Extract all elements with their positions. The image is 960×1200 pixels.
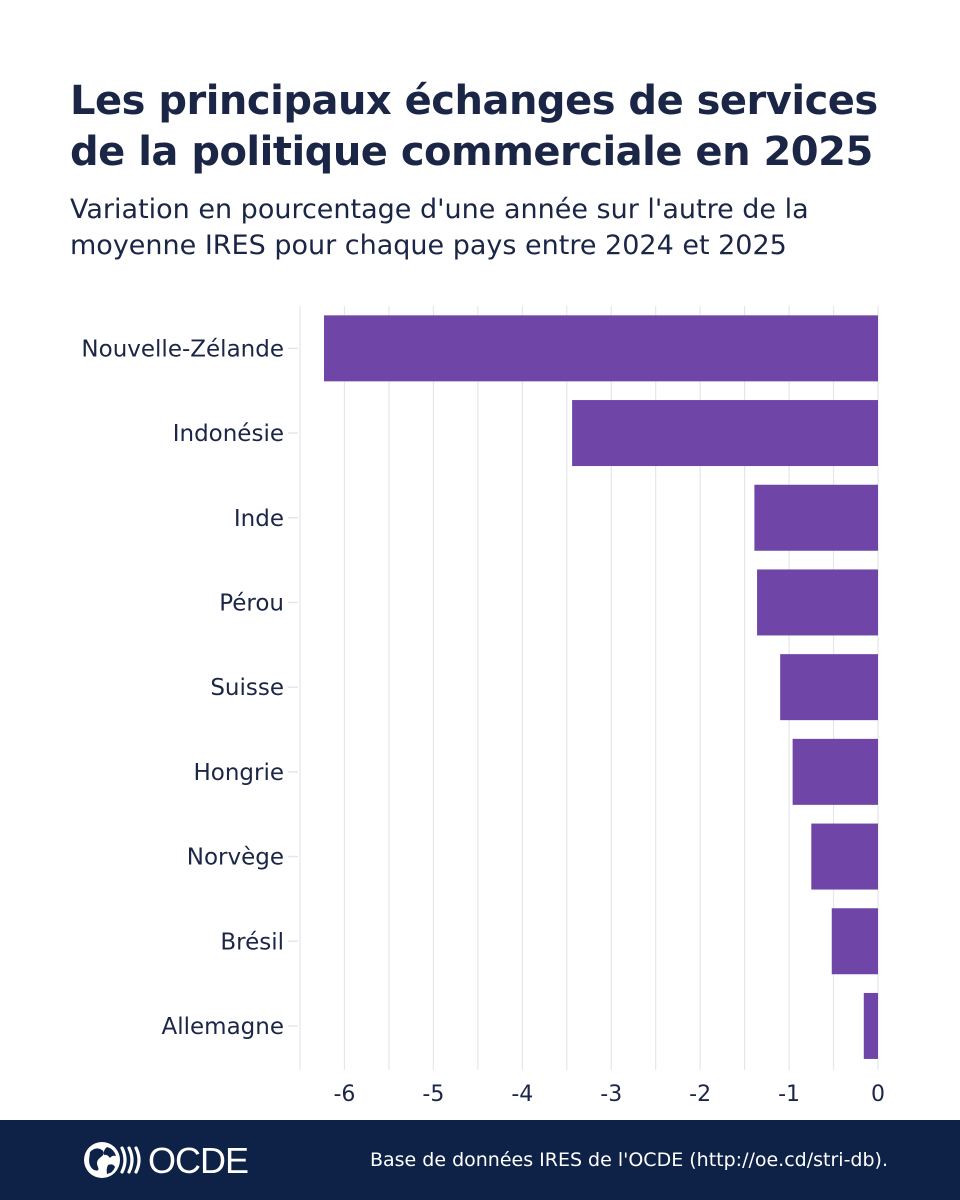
bar	[811, 823, 878, 890]
category-label: Suisse	[210, 675, 284, 701]
category-label: Inde	[234, 506, 284, 532]
category-label: Allemagne	[162, 1014, 285, 1040]
category-label: Hongrie	[193, 760, 284, 786]
category-label: Brésil	[220, 929, 284, 955]
category-label: Nouvelle-Zélande	[81, 336, 284, 362]
oecd-logo-text: OCDE	[148, 1140, 249, 1181]
chart-subtitle: Variation en pourcentage d'une année sur…	[70, 194, 809, 261]
x-tick-label: -5	[422, 1082, 444, 1107]
x-tick-label: -3	[600, 1082, 622, 1107]
oecd-globe-icon	[84, 1142, 141, 1178]
chart-title: Les principaux échanges de services de l…	[70, 78, 878, 175]
bars	[324, 315, 878, 1059]
x-tick-label: -2	[689, 1082, 711, 1107]
footer-bar: OCDE Base de données IRES de l'OCDE (htt…	[0, 1120, 960, 1200]
x-tick-labels: -6 -5 -4 -3 -2 -1 0	[333, 1082, 885, 1107]
x-tick-label: -6	[333, 1082, 355, 1107]
bar	[324, 315, 878, 382]
x-tick-label: -1	[778, 1082, 800, 1107]
bar	[780, 654, 878, 721]
category-label: Norvège	[187, 845, 284, 871]
category-label: Pérou	[219, 590, 284, 616]
source-note: Base de données IRES de l'OCDE (http://o…	[369, 1149, 888, 1171]
bar	[754, 484, 878, 551]
x-tick-label: -4	[511, 1082, 533, 1107]
x-tick-label: 0	[871, 1082, 885, 1107]
bar	[863, 992, 878, 1059]
bar	[572, 400, 878, 467]
bar	[831, 908, 878, 975]
bar-chart: Nouvelle-Zélande Indonésie Inde Pérou Suisse…	[81, 306, 885, 1107]
category-label: Indonésie	[173, 421, 284, 447]
bar	[792, 738, 878, 805]
category-labels: Nouvelle-Zélande Indonésie Inde Pérou Suisse…	[81, 336, 298, 1040]
bar	[757, 569, 878, 636]
